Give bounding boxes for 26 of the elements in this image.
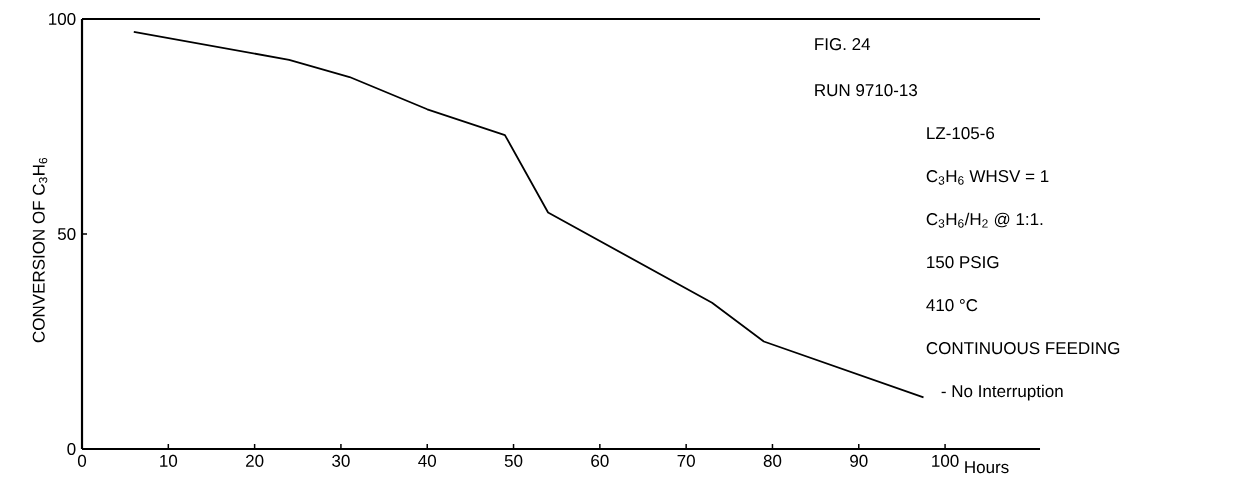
x-axis-title: Hours [965,461,1009,474]
x-tick-label: 60 [591,454,609,467]
x-tick-label: 80 [763,454,782,467]
annotation: RUN 9710-13 [815,84,918,97]
annotation: 410 °C [926,299,978,312]
x-tick-label: 50 [504,454,523,467]
x-tick-label: 0 [77,454,87,467]
y-tick-label: 0 [67,442,76,456]
x-tick-label: 40 [418,454,437,467]
y-tick-label: 50 [57,227,76,241]
annotation: CONTINUOUS FEEDING [926,342,1120,355]
y-axis-title: CONVERSION OF C$_{3}$H$_{6}$ [32,157,48,343]
annotation: C$_{3}$H$_{6}$ WHSV = 1 [926,170,1049,185]
x-tick-label: 90 [850,454,868,467]
annotation: LZ-105-6 [927,127,995,140]
x-tick-label: 100 [932,454,959,467]
annotation: - No Interruption [941,384,1063,401]
x-tick-label: 30 [332,454,350,467]
line-series [132,30,925,399]
x-tick-label: 70 [677,454,695,467]
text: FIG. 24 [815,38,871,51]
x-tick-label: 10 [160,454,178,467]
x-tick-label: 20 [246,454,264,467]
annotation: C$_{3}$H$_{6}$/H$_{2}$ @ 1:1. [926,212,1043,228]
annotation: 150 PSIG [927,256,999,269]
y-tick-label: 100 [49,12,76,26]
